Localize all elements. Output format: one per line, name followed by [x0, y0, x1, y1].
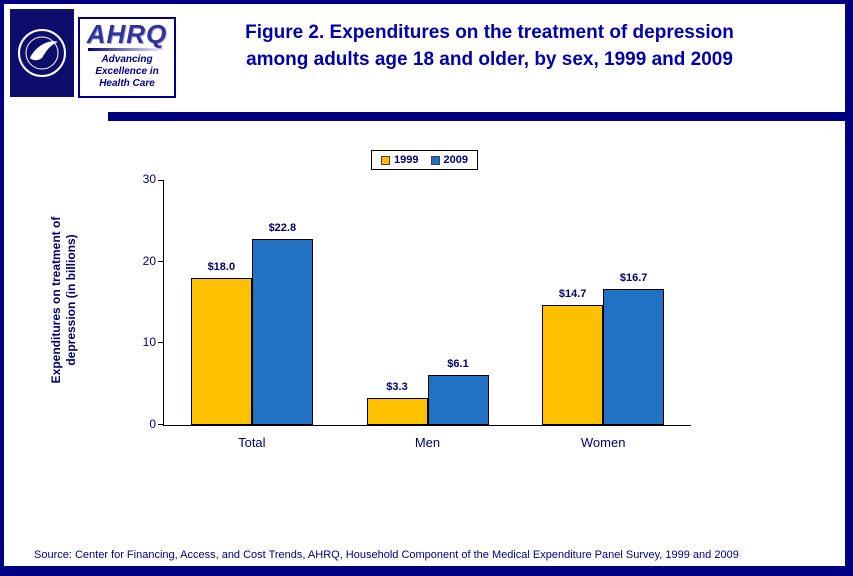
y-tick-label: 20	[142, 253, 156, 268]
ahrq-logo-tagline: Advancing Excellence in Health Care	[80, 54, 174, 90]
legend-swatch	[430, 155, 440, 165]
hhs-seal-icon	[18, 29, 66, 77]
bar-2009-women	[603, 288, 665, 425]
y-tick-mark	[158, 260, 164, 262]
y-axis-title: Expenditures on treatment of depression …	[49, 216, 78, 384]
bar-value-label: $18.0	[207, 261, 236, 273]
bar-value-label: $14.7	[558, 287, 587, 300]
bar-1999-women	[542, 304, 604, 425]
ahrq-tagline-line3: Health Care	[99, 78, 155, 90]
ahrq-logo-text: AHRQ	[86, 19, 168, 49]
hhs-logo	[10, 9, 74, 97]
bar-value-label: $6.1	[447, 358, 469, 371]
legend-swatch	[381, 155, 391, 165]
legend: 1999 2009	[371, 150, 478, 170]
bar-1999-total	[190, 278, 252, 425]
ahrq-tagline-line2: Excellence in	[95, 66, 159, 78]
x-category-label: Total	[238, 435, 266, 450]
figure-title: Figure 2. Expenditures on the treatment …	[184, 20, 795, 73]
legend-label-2009: 2009	[443, 154, 468, 166]
figure-title-line2: among adults age 18 and older, by sex, 1…	[246, 48, 733, 70]
x-category-label: Men	[414, 435, 441, 450]
ahrq-tagline-line1: Advancing	[101, 54, 153, 66]
bar-2009-men	[427, 375, 489, 425]
legend-item-2009: 2009	[430, 154, 468, 166]
y-tick-label: 30	[142, 172, 156, 186]
ahrq-logo: AHRQ Advancing Excellence in Health Care	[78, 17, 176, 98]
bar-1999-men	[366, 398, 428, 425]
source-note: Source: Center for Financing, Access, an…	[34, 549, 739, 561]
x-category-label: Women	[580, 435, 626, 450]
figure-title-line1: Figure 2. Expenditures on the treatment …	[245, 22, 734, 43]
bar-value-label: $22.8	[268, 221, 297, 234]
y-tick-label: 0	[149, 417, 156, 431]
ahrq-logo-rule	[88, 48, 166, 52]
y-tick-label: 10	[142, 335, 156, 350]
plot-area: 0 10 20 30 Total $18.0 $22.8 Men $3.3 $6.1 Women $1…	[143, 172, 691, 450]
y-tick-mark	[158, 180, 164, 181]
legend-item-1999: 1999	[381, 154, 419, 166]
bar-value-label: $3.3	[386, 381, 408, 394]
bar-value-label: $16.7	[619, 271, 648, 284]
header-divider	[108, 112, 845, 121]
bar-2009-total	[251, 238, 313, 425]
legend-wrap: 1999 2009	[4, 150, 845, 170]
y-tick-mark	[158, 424, 164, 425]
y-tick-mark	[158, 342, 164, 344]
legend-label-1999: 1999	[394, 154, 419, 166]
